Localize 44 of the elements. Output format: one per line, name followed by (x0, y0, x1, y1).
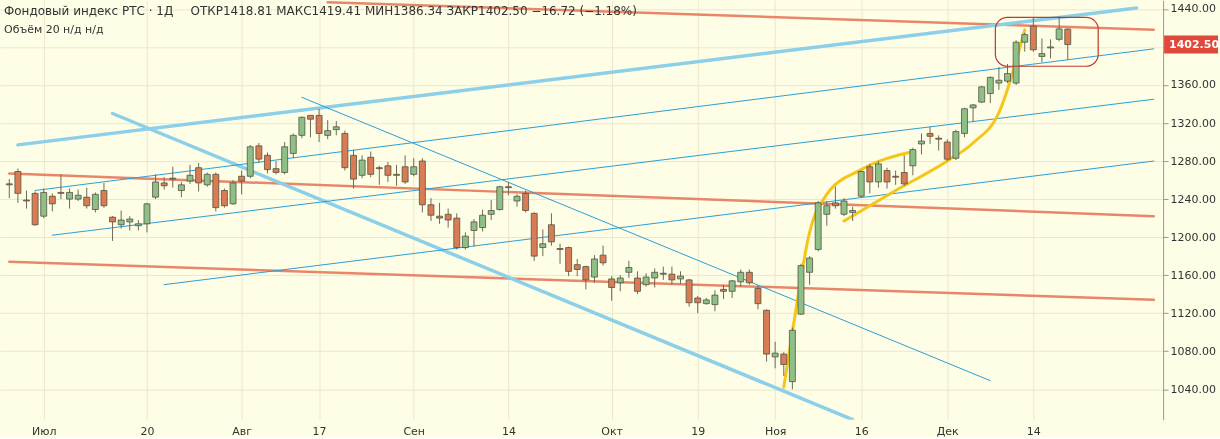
annotation: Объём 20 н/д н/д (3, 23, 104, 37)
y-tick-label: 1240.00 (1170, 192, 1216, 206)
x-tick-label: Окт (601, 425, 624, 439)
candlestick (909, 147, 917, 176)
candlestick (1038, 37, 1046, 63)
x-tick-label: 14 (501, 425, 516, 439)
candlestick (238, 170, 246, 195)
x-tick-label: Июл (31, 425, 57, 439)
candlestick (608, 275, 616, 302)
x-tick-label: Дек (936, 425, 960, 439)
y-tick-label: 1160.00 (1170, 268, 1216, 282)
candlestick (169, 166, 177, 189)
y-tick-label: 1040.00 (1170, 382, 1216, 396)
candlestick (1047, 38, 1055, 59)
candlestick (48, 192, 56, 212)
x-tick-label: Ноя (764, 425, 787, 439)
y-tick-label: 1440.00 (1170, 2, 1216, 16)
x-tick-label: Авг (232, 425, 253, 439)
y-tick-label: 1280.00 (1170, 154, 1216, 168)
x-tick-label: 20 (140, 425, 155, 439)
candlestick (926, 126, 934, 145)
candlestick (547, 212, 555, 247)
y-tick-label: 1120.00 (1170, 306, 1216, 320)
chart-title: Фондовый индекс РТС · 1Д (3, 4, 174, 19)
candlestick (625, 260, 633, 279)
candlestick (1029, 16, 1037, 53)
candlestick (935, 134, 943, 152)
candlestick (487, 199, 495, 221)
candlestick (969, 103, 977, 123)
x-tick-label: 19 (691, 425, 706, 439)
x-tick-label: Сен (403, 425, 426, 439)
candlestick (436, 202, 444, 225)
x-tick-label: 14 (1026, 425, 1041, 439)
candlestick (917, 132, 925, 155)
y-tick-label: 1360.00 (1170, 78, 1216, 92)
y-tick-label: 1320.00 (1170, 116, 1216, 130)
candlestick (900, 154, 908, 187)
candlestick (152, 173, 160, 200)
y-tick-label: 1200.00 (1170, 230, 1216, 244)
y-tick-label: 1080.00 (1170, 344, 1216, 358)
x-tick-label: 17 (312, 425, 327, 439)
candlestick (754, 285, 762, 310)
candlestick (109, 215, 117, 242)
x-tick-label: 16 (854, 425, 869, 439)
